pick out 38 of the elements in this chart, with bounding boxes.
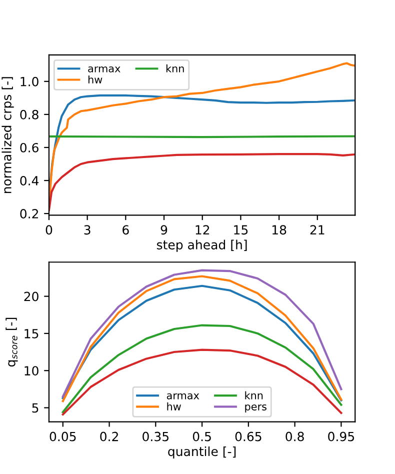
legend-label: armax bbox=[166, 393, 200, 400]
legend-label: pers bbox=[245, 404, 266, 412]
x-tick-label: 0.35 bbox=[142, 432, 168, 442]
x-axis-title: quantile [-] bbox=[168, 446, 236, 459]
y-tick-label: 0.8 bbox=[20, 110, 38, 120]
y-tick-label: 0.2 bbox=[20, 209, 38, 218]
x-tick-label: 9 bbox=[160, 225, 168, 235]
legend-label: knn bbox=[245, 391, 263, 400]
x-tick-label: 0.05 bbox=[50, 432, 76, 442]
x-tick-label: 18 bbox=[272, 225, 286, 235]
y-tick-label: 15 bbox=[24, 329, 38, 338]
x-tick-label: 0 bbox=[46, 225, 52, 235]
x-tick-label: 21 bbox=[310, 225, 324, 234]
legend-label: hw bbox=[167, 402, 181, 410]
x-tick-label: 15 bbox=[234, 225, 248, 235]
y-tick-label: 10 bbox=[24, 366, 38, 376]
x-tick-label: 0.5 bbox=[192, 432, 211, 442]
x-tick-label: 0.2 bbox=[100, 432, 118, 442]
line-series bbox=[62, 324, 342, 414]
y-tick-label: 0.4 bbox=[20, 176, 39, 186]
x-tick-label: 3 bbox=[84, 225, 90, 235]
y-tick-label: 0.6 bbox=[20, 142, 38, 152]
legend-label: knn bbox=[166, 64, 184, 72]
line-series bbox=[62, 348, 342, 416]
y-tick-label: 1.0 bbox=[20, 76, 38, 86]
y-axis-title: q$_{score}$ [-] bbox=[6, 318, 18, 366]
x-axis-title: step ahead [h] bbox=[156, 240, 247, 252]
line-series bbox=[48, 153, 356, 212]
y-tick-label: 20 bbox=[24, 292, 38, 302]
x-tick-label: 0.95 bbox=[328, 432, 354, 442]
x-tick-label: 0.65 bbox=[235, 432, 262, 442]
x-tick-label: 6 bbox=[122, 225, 129, 235]
y-axis-title: normalized crps [-] bbox=[2, 77, 14, 194]
y-tick-label: 5 bbox=[32, 403, 38, 413]
x-tick-label: 0.8 bbox=[286, 432, 304, 442]
legend-label: hw bbox=[88, 75, 102, 84]
legend-label: armax bbox=[88, 66, 120, 72]
x-tick-label: 12 bbox=[196, 225, 210, 234]
